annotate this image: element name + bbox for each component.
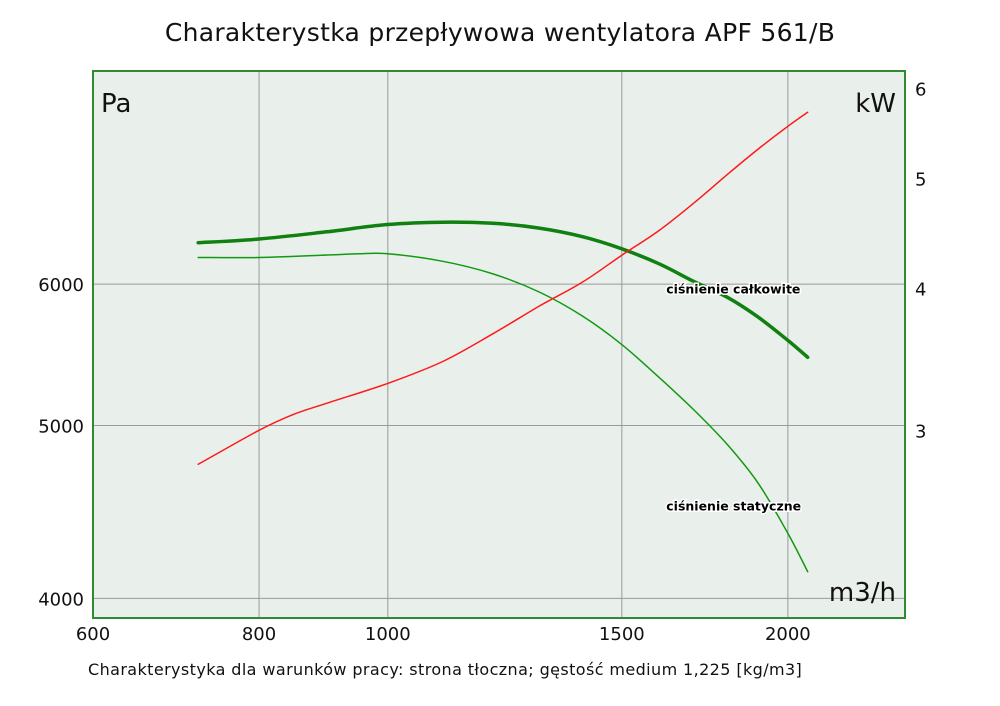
series-line-moc bbox=[197, 111, 809, 466]
chart-footnote: Charakterystyka dla warunków pracy: stro… bbox=[88, 660, 803, 679]
y-left-tick-label: 5000 bbox=[38, 416, 84, 437]
series-label-cisnienie-calkowite: ciśnienie całkowite bbox=[666, 281, 800, 296]
series-label-cisnienie-statyczne: ciśnienie statyczne bbox=[666, 499, 801, 514]
y-left-tick-label: 4000 bbox=[38, 589, 84, 610]
x-tick-label: 1500 bbox=[599, 624, 645, 645]
series-label-halo-cisnienie-calkowite: ciśnienie całkowite bbox=[666, 281, 800, 296]
chart-title: Charakterystka przepływowa wentylatora A… bbox=[164, 18, 836, 47]
left-axis-unit: Pa bbox=[101, 89, 131, 119]
y-right-tick-label: 3 bbox=[915, 421, 926, 442]
plot-area bbox=[93, 71, 905, 618]
y-right-tick-label: 6 bbox=[915, 80, 926, 101]
x-axis-unit: m3/h bbox=[829, 578, 896, 608]
y-left-tick-label: 6000 bbox=[38, 275, 84, 296]
series-label-halo-cisnienie-statyczne: ciśnienie statyczne bbox=[666, 499, 801, 514]
right-axis-unit: kW bbox=[855, 89, 896, 119]
tick-labels: 600 800 1000 1500 2000 4000 5000 6000 3 4 5 6 bbox=[38, 80, 926, 645]
series-line-cisnienie-statyczne bbox=[197, 252, 809, 573]
x-tick-label: 1000 bbox=[365, 624, 411, 645]
x-tick-label: 2000 bbox=[765, 624, 811, 645]
plot-frame bbox=[92, 70, 906, 619]
series-line-cisnienie-calkowite bbox=[196, 220, 810, 360]
x-tick-label: 600 bbox=[76, 624, 110, 645]
series-group bbox=[196, 111, 810, 573]
y-right-tick-label: 5 bbox=[915, 170, 926, 191]
y-right-tick-label: 4 bbox=[915, 280, 926, 301]
x-tick-label: 800 bbox=[242, 624, 276, 645]
